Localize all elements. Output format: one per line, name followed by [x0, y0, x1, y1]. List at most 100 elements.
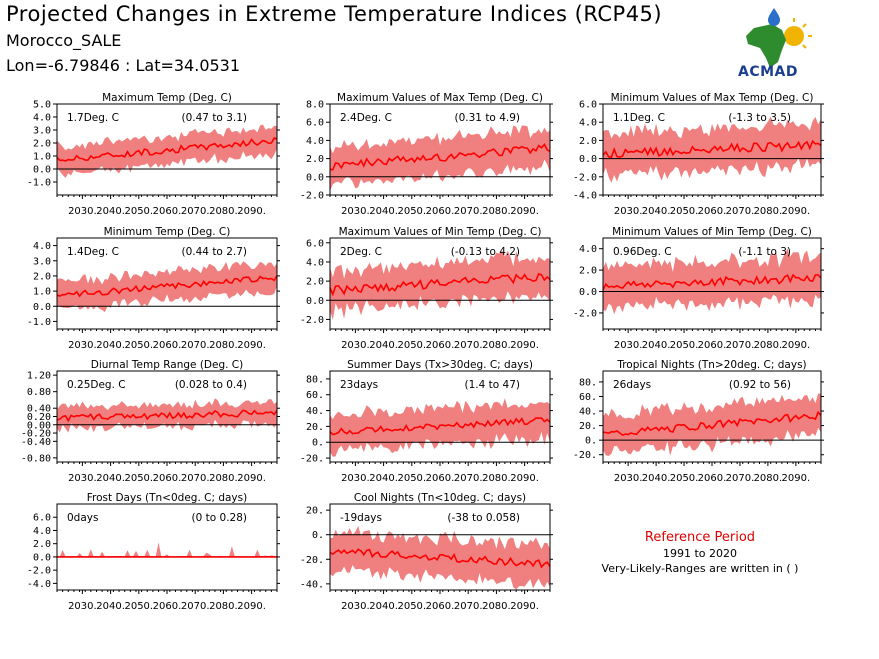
x-tick-label: 2030. — [341, 473, 370, 484]
chart-range: (0.028 to 0.4) — [175, 379, 247, 391]
x-tick-label: 2070. — [181, 601, 210, 612]
x-tick-label: 2090. — [510, 340, 539, 351]
y-tick-label: 2.0 — [33, 139, 51, 150]
x-tick-label: 2050. — [397, 340, 426, 351]
median-line — [56, 409, 278, 423]
x-tick-label: 2090. — [510, 473, 539, 484]
x-tick-label: 2080. — [754, 206, 783, 217]
x-tick-label: 2050. — [670, 340, 699, 351]
y-tick-label: 0. — [585, 436, 597, 447]
chart-panel-11: -40.-20.0.20.2030. 2040. 2050. 2060. 2070. 20… — [300, 492, 553, 612]
chart-summary: 1.1Deg. C — [613, 112, 665, 124]
chart-title: Frost Days (Tn<0deg. C; days) — [87, 492, 247, 504]
x-tick-label: 2070. — [181, 206, 210, 217]
chart-range: (0 to 0.28) — [192, 512, 247, 524]
y-tick-label: 5.0 — [33, 100, 51, 111]
y-tick-label: -20. — [300, 555, 324, 566]
chart-panel-3: -4.0 -2.0 0.0 2.0 4.0 6.0 2030. 2040. 2050. 2060.… — [573, 92, 824, 217]
x-tick-label: 2060. — [153, 340, 182, 351]
x-tick-label: 2050. — [670, 206, 699, 217]
uncertainty-band — [57, 542, 277, 557]
x-tick-label: 2080. — [754, 473, 783, 484]
y-tick-label: 2.0 — [306, 277, 324, 288]
x-tick-label: 2080. — [482, 340, 511, 351]
page-title: Projected Changes in Extreme Temperature… — [6, 2, 663, 26]
x-tick-label: 2080. — [209, 473, 238, 484]
x-tick-label: 2040. — [369, 601, 398, 612]
x-tick-label: 2070. — [454, 340, 483, 351]
chart-title: Diurnal Temp Range (Deg. C) — [91, 359, 243, 371]
chart-range: (0.44 to 2.7) — [182, 246, 248, 258]
y-tick-label: -2.0 — [573, 308, 597, 319]
y-tick-label: 0.80 — [27, 387, 51, 398]
x-tick-label: 2030. — [614, 206, 643, 217]
y-tick-label: -0.20 — [21, 429, 51, 440]
y-tick-label: -1.0 — [27, 317, 51, 328]
x-tick-label: 2040. — [96, 473, 125, 484]
median-line — [56, 275, 278, 298]
x-tick-label: 2050. — [124, 340, 153, 351]
chart-range: (-1.1 to 3) — [738, 246, 791, 258]
x-tick-label: 2040. — [96, 340, 125, 351]
y-tick-label: -4.0 — [27, 579, 51, 590]
x-tick-label: 2060. — [426, 601, 455, 612]
y-tick-label: 80. — [306, 374, 324, 385]
chart-panel-5: -2.0 0.0 2.0 4.0 6.0 2030. 2040. 2050. 2060. 2070… — [300, 226, 553, 351]
x-tick-label: 2030. — [68, 473, 97, 484]
x-tick-label: 2060. — [153, 206, 182, 217]
median-line — [56, 137, 278, 162]
y-tick-label: 6.0 — [579, 100, 597, 111]
uncertainty-band — [330, 398, 550, 457]
y-tick-label: -40. — [300, 579, 324, 590]
y-tick-label: -2.0 — [27, 566, 51, 577]
chart-panel-7: -0.80 -0.40-0.200.000.200.40 0.80 1.20 2030.… — [21, 359, 280, 484]
y-tick-label: 2.0 — [33, 539, 51, 550]
chart-title: Maximum Values of Max Temp (Deg. C) — [337, 92, 543, 104]
y-tick-label: 40. — [306, 406, 324, 417]
y-tick-label: 3.0 — [33, 126, 51, 137]
chart-title: Summer Days (Tx>30deg. C; days) — [347, 359, 533, 371]
y-tick-label: 4.0 — [579, 244, 597, 255]
y-tick-label: 8.0 — [306, 100, 324, 111]
x-tick-label: 2070. — [726, 340, 755, 351]
x-tick-label: 2030. — [341, 340, 370, 351]
y-tick-label: 4.0 — [306, 136, 324, 147]
x-tick-label: 2030. — [341, 601, 370, 612]
chart-panel-8: -20.0.20.40.60.80.2030. 2040. 2050. 2060. 20… — [300, 359, 553, 484]
y-tick-label: 0.40 — [27, 404, 51, 415]
x-tick-label: 2060. — [698, 340, 727, 351]
x-tick-label: 2030. — [68, 601, 97, 612]
y-tick-label: 60. — [579, 392, 597, 403]
x-tick-label: 2080. — [754, 340, 783, 351]
y-tick-label: -2.0 — [573, 172, 597, 183]
x-tick-label: 2050. — [397, 206, 426, 217]
x-tick-label: 2050. — [124, 601, 153, 612]
y-tick-label: 4.0 — [33, 241, 51, 252]
chart-summary: 23days — [340, 379, 378, 391]
x-tick-label: 2060. — [426, 473, 455, 484]
chart-summary: 26days — [613, 379, 651, 391]
y-tick-label: 0.00 — [27, 420, 51, 431]
chart-title: Tropical Nights (Tn>20deg. C; days) — [616, 359, 806, 371]
x-tick-label: 2090. — [237, 601, 266, 612]
chart-range: (0.31 to 4.9) — [455, 112, 521, 124]
chart-summary: 1.4Deg. C — [67, 246, 119, 258]
uncertainty-band — [57, 261, 277, 313]
x-tick-label: 2060. — [153, 473, 182, 484]
y-tick-label: -2.0 — [300, 191, 324, 202]
x-tick-label: 2090. — [237, 206, 266, 217]
x-tick-label: 2090. — [237, 473, 266, 484]
reference-title: Reference Period — [644, 530, 756, 545]
x-tick-label: 2030. — [614, 473, 643, 484]
chart-range: (-38 to 0.058) — [447, 512, 520, 524]
chart-range: (0.92 to 56) — [729, 379, 791, 391]
chart-range: (1.4 to 47) — [465, 379, 520, 391]
y-tick-label: 0.0 — [579, 154, 597, 165]
y-tick-label: 3.0 — [33, 256, 51, 267]
y-tick-label: 6.0 — [33, 513, 51, 524]
y-tick-label: 4.0 — [306, 257, 324, 268]
x-tick-label: 2040. — [642, 206, 671, 217]
